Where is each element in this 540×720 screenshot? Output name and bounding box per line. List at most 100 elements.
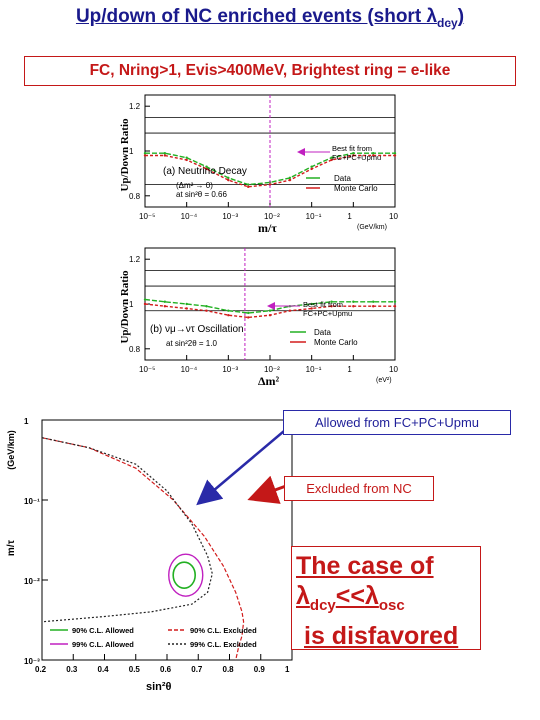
title-end: ) xyxy=(457,6,465,27)
series-point-mc xyxy=(372,154,375,157)
conclusion-ll: << xyxy=(335,582,365,610)
panel-a-xunit: (GeV/km) xyxy=(357,224,387,231)
series-point-data xyxy=(143,298,147,301)
series-point-data xyxy=(330,156,333,159)
x-tick-label: 10⁻¹ xyxy=(306,212,322,221)
x-tick-label: 10⁻³ xyxy=(222,365,238,374)
series-point-data xyxy=(310,165,313,168)
series-point-data xyxy=(227,176,230,180)
series-point-mc xyxy=(372,305,375,308)
series-point-data xyxy=(352,300,355,303)
panel-c-legend: 90% C.L. Allowed 99% C.L. Allowed 90% C.L.… xyxy=(50,626,257,649)
panel-a-ylabel: Up/Down Ratio xyxy=(119,118,131,192)
series-point-mc xyxy=(247,316,250,319)
series-point-data xyxy=(143,152,147,155)
series-point-data xyxy=(227,309,230,312)
title-text: Up/down of NC enriched events (short xyxy=(75,6,427,27)
panel-c-ylabel: m/τ xyxy=(6,539,17,556)
panel-b-legend-data: Data xyxy=(314,328,331,337)
series-point-mc xyxy=(205,167,208,171)
series-point-data xyxy=(185,302,188,306)
y-tick-label: 0.8 xyxy=(129,192,141,201)
series-point-mc xyxy=(268,183,272,186)
panel-c-yunit: (GeV/km) xyxy=(6,430,16,470)
y-tick-label: 1 xyxy=(24,417,29,426)
series-point-mc xyxy=(310,167,313,171)
series-point-mc xyxy=(330,305,333,308)
panel-a-legend-data: Data xyxy=(334,174,351,183)
panel-c-contours xyxy=(41,437,245,661)
x-tick-label: 1 xyxy=(347,365,352,374)
series-point-mc xyxy=(330,158,333,162)
y-tick-label: 1.2 xyxy=(129,102,141,111)
panel-b-bestfit-label2: FC+PC+Upmu xyxy=(303,309,352,318)
y-tick-label: 0.8 xyxy=(129,345,141,354)
conclusion-sub2: osc xyxy=(378,597,405,614)
series-point-data xyxy=(372,152,375,155)
conclusion-line2: λdcy<<λosc xyxy=(296,581,480,621)
panel-a-legend-mc: Monte Carlo xyxy=(334,184,378,193)
x-tick-label: 0.6 xyxy=(160,665,172,674)
selection-box: FC, Nring>1, Evis>400MeV, Brightest ring… xyxy=(24,56,516,86)
series-point-mc xyxy=(352,154,355,157)
panel-b-bestfit-label: Best fit from xyxy=(303,300,343,309)
panel-b-annotation-title: (b) νμ→ντ Oscillation xyxy=(150,324,244,335)
x-tick-label: 10⁻⁵ xyxy=(139,212,155,221)
panel-a: Up/Down Ratio 10⁻⁵ 10⁻⁴ 10⁻³ 10⁻² 10⁻¹ 1 10 0.8… xyxy=(119,94,398,235)
contour-99-excluded xyxy=(41,437,213,623)
y-tick-label: 10⁻³ xyxy=(24,657,40,666)
series-point-mc xyxy=(247,185,250,189)
series-point-mc xyxy=(393,154,397,157)
title-subscript: dcy xyxy=(437,15,458,30)
conclusion-line3: is disfavored xyxy=(304,622,459,650)
panel-b-series xyxy=(143,298,397,319)
panel-a-bestfit-label: Best fit from xyxy=(332,144,372,153)
series-point-mc xyxy=(310,307,313,310)
excluded-arrow xyxy=(247,475,287,504)
series-point-data xyxy=(330,300,333,303)
x-tick-label: 10⁻⁴ xyxy=(181,365,198,374)
title-lambda: λ xyxy=(426,6,438,27)
x-tick-label: 10⁻¹ xyxy=(306,365,322,374)
series-point-data xyxy=(185,156,188,159)
panel-a-xlabel: m/τ xyxy=(258,221,277,235)
series-point-data xyxy=(205,305,208,308)
series-point-data xyxy=(268,309,272,312)
panel-b-legend-mc: Monte Carlo xyxy=(314,338,358,347)
y-tick-label: 1 xyxy=(129,300,134,309)
series-point-mc xyxy=(288,178,292,182)
x-tick-label: 0.3 xyxy=(66,665,78,674)
panel-b-annotation-line2: at sin²2θ = 1.0 xyxy=(166,339,217,348)
conclusion-callout: The case of λdcy<<λosc is disfavored xyxy=(291,546,481,650)
series-point-data xyxy=(288,176,292,180)
allowed-callout: Allowed from FC+PC+Upmu xyxy=(283,410,511,435)
slide-title: Up/down of NC enriched events (short λdc… xyxy=(0,6,540,30)
series-point-mc xyxy=(143,154,147,157)
x-tick-label: 10⁻⁵ xyxy=(139,365,155,374)
series-point-mc xyxy=(185,307,188,310)
panel-a-annotation-line2: (Δm² → 0) xyxy=(176,181,213,190)
x-tick-label: 10⁻² xyxy=(264,212,280,221)
series-point-mc xyxy=(143,302,147,306)
series-point-data xyxy=(372,300,375,303)
x-tick-label: 1 xyxy=(285,665,290,674)
panel-c-xlabel: sin²θ xyxy=(146,681,172,693)
series-point-mc xyxy=(288,309,292,312)
series-point-mc xyxy=(268,314,272,317)
x-tick-label: 0.5 xyxy=(129,665,141,674)
conclusion-lambda2: λ xyxy=(364,582,379,610)
x-tick-label: 0.4 xyxy=(98,665,110,674)
series-point-data xyxy=(247,311,250,315)
series-point-data xyxy=(163,300,167,303)
panel-c-ticks: 0.2 0.3 0.4 0.5 0.6 0.7 0.8 0.9 1 1 10⁻¹ 10⁻² 10⁻³ xyxy=(24,417,293,674)
panel-a-series xyxy=(143,152,397,189)
legend-label: 99% C.L. Allowed xyxy=(72,640,134,649)
series-point-mc xyxy=(393,305,397,308)
contour-90-excluded xyxy=(41,437,245,661)
x-tick-label: 0.9 xyxy=(254,665,266,674)
series-point-data xyxy=(163,152,167,155)
y-tick-label: 10⁻¹ xyxy=(24,497,40,506)
panel-a-annotation-title: (a) Neutrino Decay xyxy=(163,166,247,177)
panel-a-ticks: 10⁻⁵ 10⁻⁴ 10⁻³ 10⁻² 10⁻¹ 1 10 0.8 1 1.2 xyxy=(129,102,398,221)
